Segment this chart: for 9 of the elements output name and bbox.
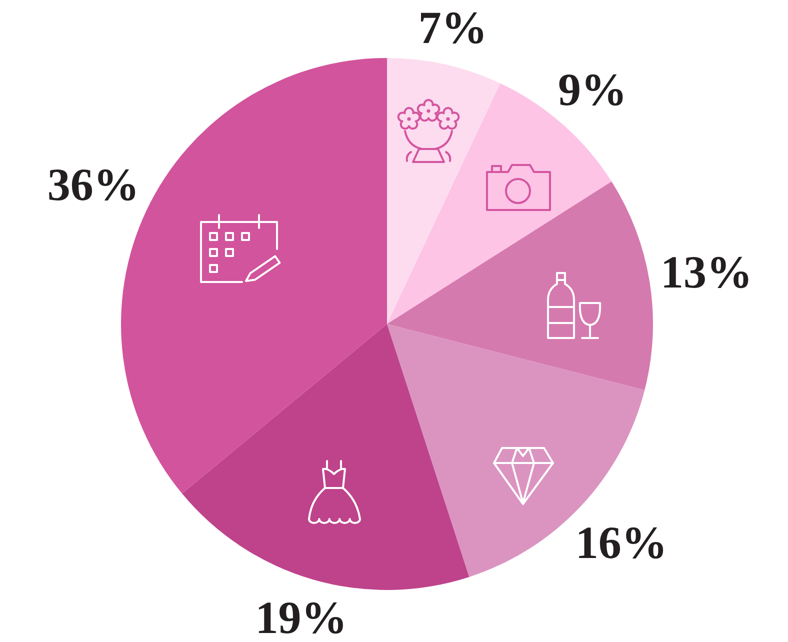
data-label: 7% — [418, 2, 488, 54]
data-label: 19% — [255, 592, 348, 642]
pie-slice — [182, 324, 470, 590]
pie-slice — [387, 58, 500, 324]
data-label: 36% — [47, 158, 140, 210]
data-label: 9% — [558, 64, 627, 115]
pie-slice — [387, 181, 653, 390]
data-label: 13% — [660, 246, 752, 298]
data-label: 16% — [575, 517, 668, 568]
